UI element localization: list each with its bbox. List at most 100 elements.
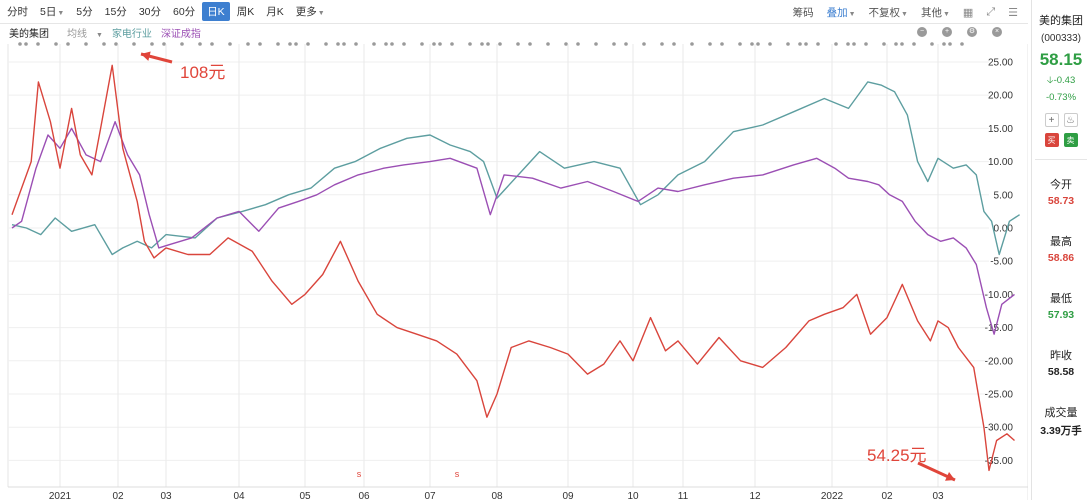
period-tab-daily[interactable]: 日K: [202, 2, 230, 21]
event-marker: [66, 42, 70, 46]
event-marker: [546, 42, 550, 46]
x-tick-label: 05: [299, 491, 311, 500]
comparison-chart[interactable]: 25.00 20.00 15.00 10.00 5.00 0.00 -5.00 -10.00 -…: [0, 40, 1028, 500]
x-tick-label: 06: [358, 491, 370, 500]
legend-index[interactable]: 深证成指: [160, 28, 201, 40]
plot-background: [8, 44, 1025, 489]
period-tab-more[interactable]: 更多▼: [291, 2, 330, 21]
settings-icon[interactable]: ⚙: [967, 27, 977, 37]
legend-stock[interactable]: 美的集团: [9, 28, 49, 40]
event-marker: [84, 42, 88, 46]
period-tab-60min[interactable]: 60分: [173, 6, 196, 18]
x-tick-label: 03: [160, 491, 172, 500]
event-marker: [390, 42, 394, 46]
event-marker: [402, 42, 406, 46]
event-marker: [882, 42, 886, 46]
minus-icon[interactable]: −: [917, 27, 927, 37]
event-marker: [336, 42, 340, 46]
event-marker: [786, 42, 790, 46]
y-tick-label: 5.00: [994, 190, 1014, 201]
event-marker: [24, 42, 28, 46]
event-marker: [180, 42, 184, 46]
chips-button[interactable]: 筹码: [792, 6, 814, 19]
period-tab-timeshare[interactable]: 分时: [7, 6, 28, 18]
period-tab-monthly[interactable]: 月K: [266, 6, 284, 18]
event-marker: [528, 42, 532, 46]
prev-close-value: 58.58: [1047, 366, 1075, 378]
watch-buttons: + ♨: [1032, 113, 1090, 127]
close-icon[interactable]: ×: [992, 27, 1002, 37]
price-change: 🡣-0.43: [1032, 73, 1090, 89]
menu-icon[interactable]: ☰: [1008, 6, 1018, 19]
chevron-down-icon: ▼: [57, 10, 65, 17]
legend-ma[interactable]: 均线 ▼: [58, 25, 103, 40]
fullscreen-icon[interactable]: ⤢: [986, 5, 996, 18]
open-value: 58.73: [1047, 195, 1075, 207]
y-tick-label: -5.00: [990, 257, 1013, 268]
event-marker: [114, 42, 118, 46]
period-tab-5day[interactable]: 5日▼: [35, 2, 69, 21]
period-tab-weekly[interactable]: 周K: [236, 6, 255, 18]
overlay-dropdown[interactable]: 叠加▼: [827, 5, 856, 20]
prev-close-label: 昨收: [1050, 350, 1072, 362]
event-marker: [900, 42, 904, 46]
period-tab-5min[interactable]: 5分: [76, 6, 93, 18]
annotation-high: 108元: [180, 63, 226, 82]
price-change-percent: -0.73%: [1045, 92, 1077, 103]
x-tick-label: 04: [233, 491, 245, 500]
event-marker: [438, 42, 442, 46]
event-marker: [258, 42, 262, 46]
event-marker: [948, 42, 952, 46]
low-label: 最低: [1050, 293, 1072, 305]
sell-button[interactable]: 卖: [1063, 133, 1078, 147]
stat-open: 今开 58.73: [1032, 176, 1090, 207]
event-marker: [624, 42, 628, 46]
chevron-down-icon: ▼: [942, 10, 950, 18]
buy-button[interactable]: 买: [1044, 133, 1059, 147]
legend-ma-label: 均线: [67, 28, 87, 40]
event-marker: [720, 42, 724, 46]
period-tab-15min[interactable]: 15分: [104, 6, 127, 18]
event-marker: [864, 42, 868, 46]
event-marker: [246, 42, 250, 46]
adjust-dropdown[interactable]: 不复权▼: [869, 5, 908, 20]
event-marker: [942, 42, 946, 46]
event-marker: [708, 42, 712, 46]
event-marker: [432, 42, 436, 46]
event-marker: [372, 42, 376, 46]
stat-high: 最高 58.86: [1032, 233, 1090, 264]
add-watchlist-button[interactable]: +: [1044, 113, 1059, 127]
event-marker: [18, 42, 22, 46]
plus-icon[interactable]: +: [942, 27, 952, 37]
x-tick-label: 03: [932, 491, 944, 500]
event-marker: [480, 42, 484, 46]
event-marker: [960, 42, 964, 46]
stat-volume: 成交量 3.39万手: [1032, 404, 1090, 438]
stock-name: 美的集团: [1039, 15, 1083, 27]
event-marker: [690, 42, 694, 46]
grid-icon[interactable]: ▦: [962, 6, 974, 19]
series-line: [11, 121, 1015, 335]
event-marker: [756, 42, 760, 46]
x-tick-label: 09: [562, 491, 574, 500]
down-arrow-icon: 🡣: [1046, 75, 1054, 86]
bell-icon[interactable]: ♨: [1063, 113, 1078, 127]
period-tab-30min[interactable]: 30分: [138, 6, 161, 18]
legend-industry[interactable]: 家电行业: [111, 28, 152, 40]
event-marker: [288, 42, 292, 46]
event-marker: [894, 42, 898, 46]
other-dropdown[interactable]: 其他▼: [921, 5, 950, 20]
y-tick-label: -15.00: [985, 323, 1014, 334]
y-tick-label: -20.00: [985, 356, 1014, 367]
other-label: 其他: [920, 6, 942, 19]
event-marker: [768, 42, 772, 46]
event-marker: [354, 42, 358, 46]
x-tick-label: 11: [678, 491, 689, 500]
event-marker: [930, 42, 934, 46]
event-marker: [750, 42, 754, 46]
y-tick-label: -10.00: [985, 290, 1014, 301]
adjust-label: 不复权: [868, 6, 901, 19]
y-tick-label: -25.00: [985, 389, 1014, 400]
x-tick-label: 02: [112, 491, 124, 500]
